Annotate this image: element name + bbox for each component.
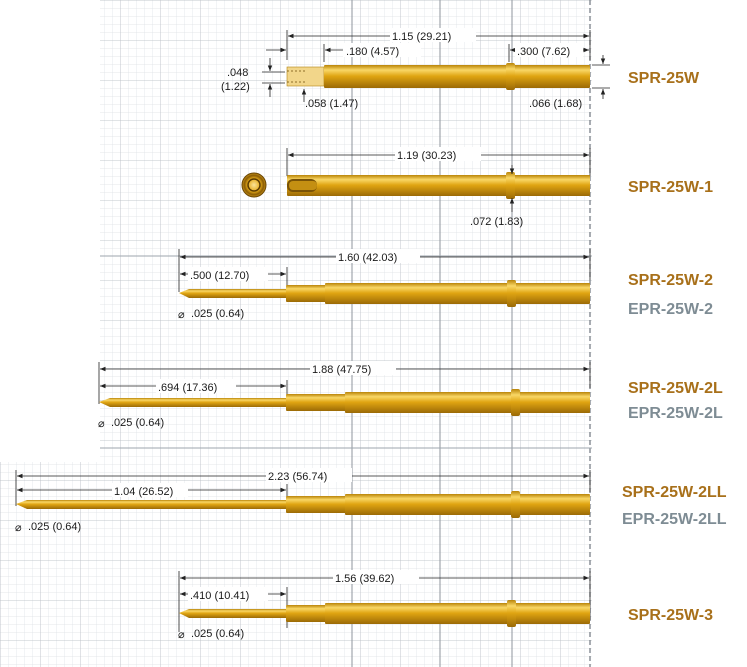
diameter-icon: ⌀	[178, 629, 185, 641]
barrel-dia-label: .072 (1.83)	[470, 216, 523, 228]
model-label-spr: SPR-25W-2	[628, 272, 713, 289]
probe-barrel	[287, 175, 590, 196]
head-length-label: .180 (4.57)	[346, 46, 399, 58]
model-label-spr: SPR-25W-1	[628, 179, 713, 196]
probe-barrel	[345, 494, 590, 515]
overall-length-label: 1.60 (42.03)	[338, 252, 397, 264]
overall-length-label: 1.56 (39.62)	[335, 573, 394, 585]
probe-barrel	[345, 392, 590, 413]
barrel-dia-label: .066 (1.68)	[529, 98, 582, 110]
probe-tip	[179, 609, 287, 618]
probe-spr-25w-1: 1.19 (30.23) .072 (1.83) SPR-25W-1	[241, 147, 713, 228]
probe-barrel	[325, 603, 590, 624]
receptacle-dia-label: .058 (1.47)	[305, 98, 358, 110]
tip-dia-label: .025 (0.64)	[111, 417, 164, 429]
diameter-icon: ⌀	[178, 309, 185, 321]
overall-length-label: 1.88 (47.75)	[312, 364, 371, 376]
tip-dia-label: .025 (0.64)	[28, 521, 81, 533]
tip-length-label: .300 (7.62)	[517, 46, 570, 58]
probe-spr-25w-2: 1.60 (42.03) .500 (12.70) ⌀ .025 (0.64) …	[178, 249, 713, 321]
probe-spr-25w-3: 1.56 (39.62) .410 (10.41) ⌀ .025 (0.64) …	[178, 570, 713, 641]
tip-dia-label: .025 (0.64)	[191, 308, 244, 320]
tip-dia-label: .025 (0.64)	[191, 628, 244, 640]
probe-spr-25w-2ll: 2.23 (56.74) 1.04 (26.52) ⌀ .025 (0.64) …	[15, 468, 727, 534]
tip-length-label: .694 (17.36)	[158, 382, 217, 394]
probe-spr-25w: 1.15 (29.21) .180 (4.57) .300 (7.62) .04…	[221, 28, 700, 110]
plunger-dia-label: .048	[227, 67, 248, 79]
probe-barrel	[324, 65, 590, 88]
probe-tip	[16, 500, 287, 509]
tip-length-label: .410 (10.41)	[190, 590, 249, 602]
overall-length-label: 2.23 (56.74)	[268, 471, 327, 483]
diameter-icon: ⌀	[98, 418, 105, 430]
model-label-spr: SPR-25W-2LL	[622, 484, 727, 501]
probe-spr-25w-2l: 1.88 (47.75) .694 (17.36) ⌀ .025 (0.64) …	[98, 361, 723, 430]
model-label-epr: EPR-25W-2	[628, 301, 713, 318]
model-label-spr: SPR-25W	[628, 70, 700, 87]
probe-tip	[99, 398, 287, 407]
probe-barrel	[325, 283, 590, 304]
model-label-epr: EPR-25W-2L	[628, 405, 723, 422]
model-label-spr: SPR-25W-3	[628, 607, 713, 624]
tip-length-label: 1.04 (26.52)	[114, 486, 173, 498]
probe-tip	[179, 289, 287, 298]
plunger-dia-mm-label: (1.22)	[221, 81, 250, 93]
diameter-icon: ⌀	[15, 522, 22, 534]
tip-length-label: .500 (12.70)	[190, 270, 249, 282]
overall-length-label: 1.19 (30.23)	[397, 150, 456, 162]
overall-length-label: 1.15 (29.21)	[392, 31, 451, 43]
model-label-spr: SPR-25W-2L	[628, 380, 723, 397]
model-label-epr: EPR-25W-2LL	[622, 511, 727, 528]
grid-background	[100, 0, 592, 667]
probe-end-view	[241, 172, 267, 198]
